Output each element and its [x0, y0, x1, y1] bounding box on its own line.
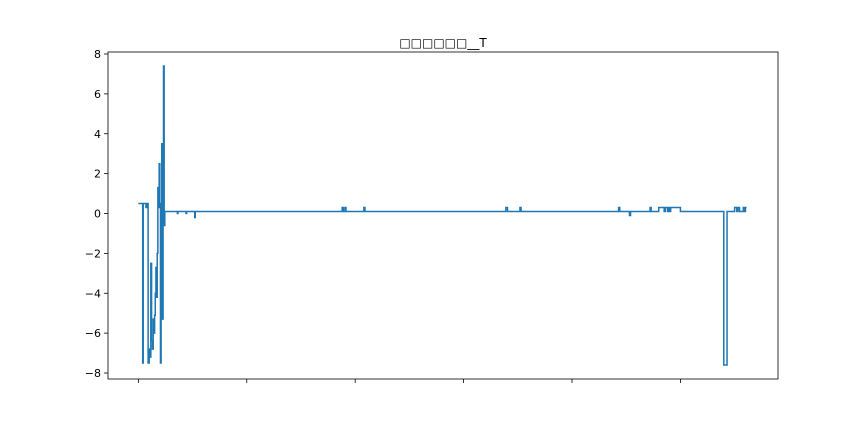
plot-frame [107, 51, 779, 380]
chart-title: □□□□□□__T [399, 36, 487, 50]
y-tick-label: 4 [94, 128, 101, 141]
y-axis: 8 6 4 2 0 −2 −4 −6 −8 [85, 48, 108, 380]
y-tick-label: −4 [85, 287, 101, 300]
y-tick-label: 6 [94, 88, 101, 101]
x-axis [137, 379, 681, 383]
y-tick-label: 8 [94, 48, 101, 61]
y-tick-label: 2 [94, 168, 101, 181]
series-line [138, 65, 747, 366]
y-tick-label: −8 [85, 367, 101, 380]
y-tick-label: 0 [94, 208, 101, 221]
y-tick-label: −6 [85, 327, 101, 340]
y-tick-label: −2 [85, 247, 101, 260]
